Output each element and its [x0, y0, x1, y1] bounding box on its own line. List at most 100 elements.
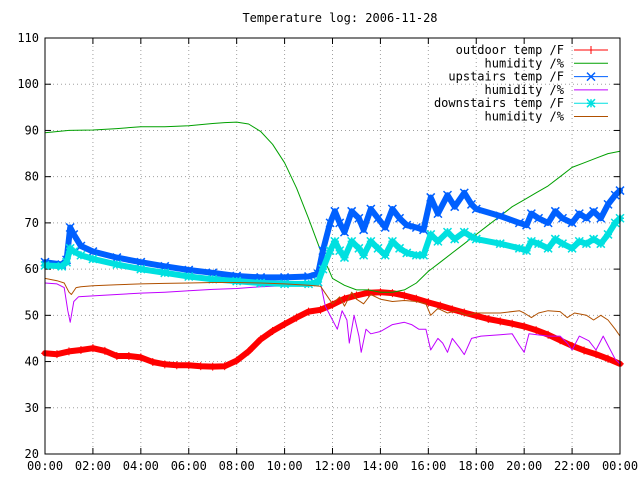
series-marker	[581, 213, 591, 223]
y-tick-label: 30	[25, 401, 39, 415]
series-marker	[424, 298, 433, 307]
series-marker	[402, 248, 412, 258]
series-marker	[339, 253, 350, 263]
series-marker	[325, 246, 335, 256]
x-tick-label: 08:00	[219, 459, 255, 473]
series-marker	[373, 243, 383, 253]
y-tick-label: 90	[25, 123, 39, 137]
series-marker	[411, 250, 421, 260]
series-marker	[388, 289, 397, 298]
series-marker	[400, 291, 409, 300]
x-tick-label: 12:00	[314, 459, 350, 473]
series-marker	[610, 218, 620, 228]
series-1	[44, 121, 621, 293]
series-marker	[426, 229, 436, 239]
series-marker	[550, 234, 560, 244]
series-marker	[136, 264, 146, 274]
series-marker	[426, 192, 436, 202]
series-marker	[359, 225, 369, 235]
x-tick-label: 10:00	[267, 459, 303, 473]
series-marker	[330, 236, 340, 246]
series-marker	[62, 257, 72, 267]
x-tick-label: 00:00	[602, 459, 638, 473]
series-marker	[335, 218, 345, 228]
series-marker	[380, 222, 390, 233]
series-marker	[160, 268, 170, 278]
series-marker	[313, 277, 323, 287]
legend-label: humidity /%	[485, 83, 565, 97]
series-marker	[581, 239, 591, 249]
x-tick-label: 18:00	[458, 459, 494, 473]
series-marker	[330, 206, 340, 216]
y-tick-label: 70	[25, 216, 39, 230]
series-marker	[347, 206, 357, 216]
series-line	[44, 121, 621, 293]
series-marker	[112, 253, 122, 263]
series-marker	[136, 353, 145, 362]
series-marker	[196, 362, 205, 371]
series-marker	[359, 250, 369, 260]
series-marker	[136, 257, 146, 267]
series-marker	[76, 250, 86, 260]
series-marker	[395, 243, 405, 253]
series-marker	[543, 218, 553, 228]
y-tick-label: 60	[25, 262, 39, 276]
series-marker	[76, 346, 85, 354]
series-marker	[526, 209, 536, 219]
series-marker	[603, 229, 613, 239]
series-marker	[208, 274, 218, 284]
series-marker	[433, 209, 443, 219]
series-marker	[220, 362, 229, 371]
series-marker	[557, 213, 568, 223]
series-marker	[57, 261, 67, 271]
x-tick-label: 04:00	[123, 459, 159, 473]
y-tick-label: 80	[25, 170, 39, 184]
series-marker	[436, 301, 445, 310]
legend-label: humidity /%	[485, 110, 565, 124]
y-tick-label: 40	[25, 355, 39, 369]
series-marker	[88, 247, 98, 257]
series-5	[44, 277, 621, 337]
series-marker	[304, 271, 314, 282]
series-marker	[459, 188, 469, 198]
legend-label: outdoor temp /F	[456, 43, 564, 57]
series-group	[40, 121, 625, 371]
series-marker	[339, 227, 350, 237]
series-marker	[395, 213, 405, 223]
series-marker	[244, 347, 253, 356]
series-marker	[514, 243, 524, 253]
series-marker	[450, 202, 460, 212]
series-marker	[522, 246, 532, 256]
series-marker	[160, 261, 170, 271]
series-marker	[557, 239, 568, 249]
series-marker	[532, 326, 541, 335]
x-tick-label: 22:00	[554, 459, 590, 473]
series-marker	[318, 246, 328, 256]
series-marker	[64, 347, 73, 356]
series-marker	[184, 271, 194, 282]
series-marker	[280, 272, 290, 282]
series-marker	[160, 360, 169, 369]
x-tick-label: 06:00	[171, 459, 207, 473]
series-marker	[534, 213, 544, 223]
series-marker	[316, 305, 325, 314]
y-tick-label: 50	[25, 308, 39, 322]
x-tick-label: 00:00	[27, 459, 63, 473]
series-marker	[604, 354, 613, 363]
series-marker	[325, 218, 335, 228]
legend-label: upstairs temp /F	[448, 70, 564, 84]
series-marker	[366, 204, 376, 214]
series-marker	[256, 335, 265, 344]
series-marker	[589, 206, 599, 216]
x-tick-label: 20:00	[506, 459, 542, 473]
series-marker	[522, 220, 532, 230]
series-3	[44, 282, 621, 365]
series-marker	[88, 254, 98, 264]
series-marker	[354, 213, 364, 223]
series-marker	[514, 218, 524, 228]
series-marker	[184, 265, 194, 275]
series-marker	[387, 204, 397, 214]
series-marker	[459, 227, 469, 237]
